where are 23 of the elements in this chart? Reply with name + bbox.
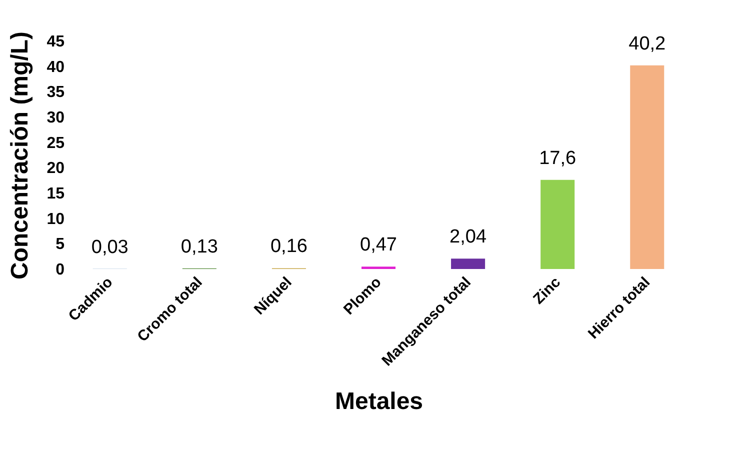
y-tick-label: 45 bbox=[46, 34, 65, 50]
y-tick-label: 5 bbox=[56, 236, 65, 254]
data-label: 0,13 bbox=[180, 236, 218, 258]
data-label: 0,47 bbox=[360, 234, 397, 256]
y-tick-label: 10 bbox=[46, 210, 65, 228]
y-tick-label: 0 bbox=[56, 262, 65, 278]
bar bbox=[540, 180, 575, 269]
y-tick-label: 25 bbox=[46, 134, 65, 152]
y-axis-title: Concentración (mg/L) bbox=[6, 31, 34, 280]
y-tick-label: 35 bbox=[46, 84, 65, 102]
data-label: 17,6 bbox=[539, 148, 576, 169]
data-label: 40,2 bbox=[628, 33, 666, 54]
bar bbox=[451, 258, 486, 269]
data-label: 0,16 bbox=[270, 236, 308, 258]
x-tick-label: Zinc bbox=[530, 274, 564, 308]
data-label: 2,04 bbox=[450, 226, 487, 248]
data-label: 0,03 bbox=[91, 236, 128, 258]
y-tick-label: 15 bbox=[46, 186, 65, 202]
x-axis-title: Metales bbox=[334, 388, 424, 415]
y-tick-label: 30 bbox=[46, 110, 65, 126]
y-tick-label: 40 bbox=[46, 58, 65, 76]
bar bbox=[630, 65, 664, 269]
y-tick-label: 20 bbox=[46, 160, 65, 178]
